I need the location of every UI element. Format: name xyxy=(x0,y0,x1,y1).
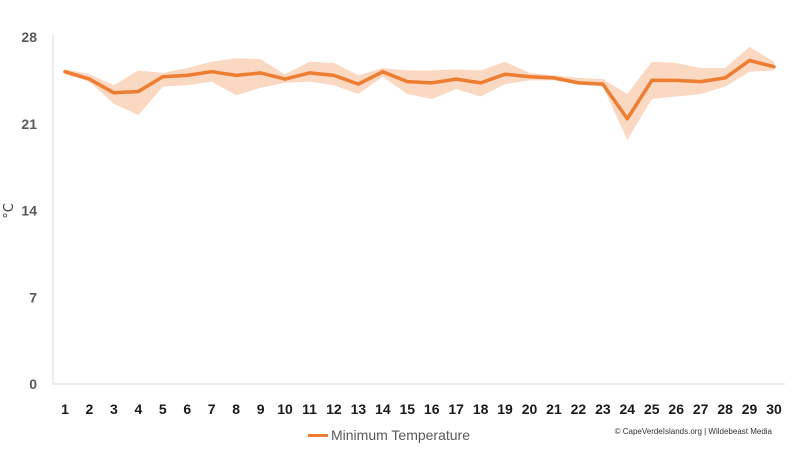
data-point-30 xyxy=(772,65,776,69)
x-tick-label: 5 xyxy=(159,401,167,417)
y-tick-label: 14 xyxy=(21,203,37,219)
data-point-6 xyxy=(185,73,189,77)
x-tick-label: 17 xyxy=(448,401,464,417)
x-tick-label: 16 xyxy=(424,401,440,417)
data-point-7 xyxy=(210,70,214,74)
data-point-25 xyxy=(650,78,654,82)
legend-label: Minimum Temperature xyxy=(331,427,471,443)
y-tick-label: 21 xyxy=(21,116,37,132)
data-point-22 xyxy=(576,81,581,85)
data-point-5 xyxy=(161,75,165,79)
x-tick-label: 20 xyxy=(522,401,538,417)
y-tick-label: 28 xyxy=(21,29,37,45)
x-tick-label: 29 xyxy=(742,401,758,417)
x-tick-label: 8 xyxy=(232,401,240,417)
data-point-9 xyxy=(259,71,263,75)
y-axis-label: °C xyxy=(2,203,17,219)
x-tick-label: 25 xyxy=(644,401,660,417)
range-band xyxy=(65,46,774,140)
x-tick-label: 9 xyxy=(257,401,265,417)
x-tick-label: 23 xyxy=(595,401,611,417)
credit-text: © CapeVerdeIslands.org | Wildebeast Medi… xyxy=(614,427,772,436)
data-point-15 xyxy=(405,80,409,84)
data-point-17 xyxy=(454,77,458,81)
y-tick-label: 7 xyxy=(29,289,37,305)
x-tick-label: 28 xyxy=(717,401,733,417)
x-tick-label: 21 xyxy=(546,401,562,417)
x-tick-label: 11 xyxy=(302,401,317,417)
x-tick-label: 19 xyxy=(497,401,513,417)
x-tick-label: 12 xyxy=(326,401,342,417)
series-line-0 xyxy=(63,58,776,121)
legend-swatch xyxy=(308,433,328,437)
x-tick-label: 10 xyxy=(277,401,293,417)
data-point-20 xyxy=(527,75,532,79)
data-point-29 xyxy=(748,58,752,63)
x-tick-label: 7 xyxy=(208,401,216,417)
data-point-19 xyxy=(503,72,507,76)
x-tick-label: 1 xyxy=(61,401,69,417)
x-tick-label: 2 xyxy=(86,401,94,417)
data-point-8 xyxy=(234,73,238,77)
data-point-28 xyxy=(723,76,727,80)
x-tick-label: 26 xyxy=(668,401,684,417)
data-point-23 xyxy=(601,82,605,86)
data-point-10 xyxy=(283,77,287,81)
x-tick-label: 3 xyxy=(110,401,118,417)
data-point-14 xyxy=(381,70,385,74)
data-point-18 xyxy=(479,81,483,85)
x-tick-label: 6 xyxy=(183,401,191,417)
data-point-2 xyxy=(87,77,91,81)
data-point-16 xyxy=(430,81,434,85)
data-point-12 xyxy=(332,73,336,77)
data-point-3 xyxy=(112,91,116,95)
legend: Minimum Temperature xyxy=(308,427,470,443)
data-point-4 xyxy=(136,89,140,94)
x-tick-label: 4 xyxy=(134,401,142,417)
data-point-24 xyxy=(625,117,629,121)
x-tick-label: 15 xyxy=(399,401,415,417)
x-tick-label: 24 xyxy=(620,401,636,417)
y-tick-label: 0 xyxy=(29,376,37,392)
x-tick-label: 22 xyxy=(571,401,587,417)
data-point-13 xyxy=(356,82,360,86)
data-point-27 xyxy=(699,80,703,84)
data-point-11 xyxy=(307,71,312,75)
data-point-26 xyxy=(674,78,678,82)
x-tick-label: 13 xyxy=(351,401,367,417)
data-point-21 xyxy=(552,76,556,80)
x-tick-label: 27 xyxy=(693,401,709,417)
x-tick-label: 30 xyxy=(766,401,782,417)
x-tick-label: 18 xyxy=(473,401,489,417)
data-point-1 xyxy=(63,70,67,74)
x-tick-label: 14 xyxy=(375,401,391,417)
